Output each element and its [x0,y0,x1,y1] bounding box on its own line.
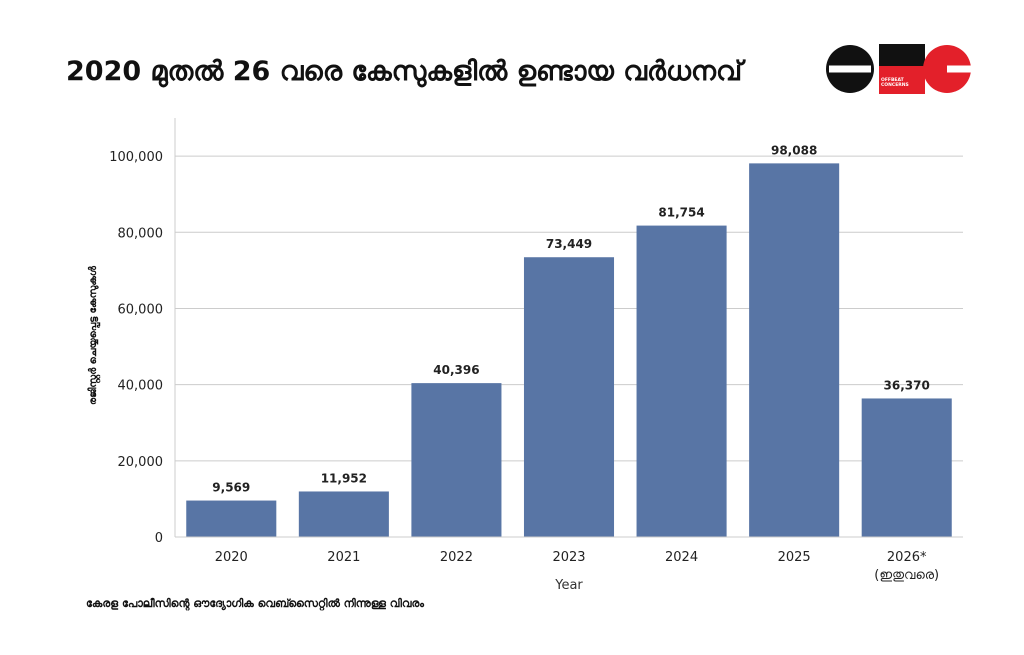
y-tick-label: 100,000 [109,150,163,165]
bar-2023 [523,257,615,537]
y-tick-label: 80,000 [118,226,164,241]
data-label: 36,370 [884,378,930,392]
x-tick-label: 2022 [440,550,473,565]
data-label: 81,754 [658,206,704,220]
bars [186,163,952,537]
source-note: കേരള പോലീസിന്റെ ഔദ്യോഗിക വെബ്സൈറ്റിൽ നിന… [86,597,424,610]
y-tick-label: 0 [155,531,163,546]
y-tick-label: 20,000 [118,455,164,470]
bar-2020 [186,500,277,537]
bar-2026 [861,398,952,537]
x-tick-labels: 2020 2021 2022 2023 2024 2025 2026* (ഇതുവരെ) [215,550,939,583]
y-axis-label: രജിസ്റ്റർ ചെയ്യപ്പെട്ട കേസുകൾ [86,265,101,405]
x-tick-label: 2026* [887,550,927,565]
data-label: 73,449 [546,237,592,251]
data-labels: 9,569 11,952 40,396 73,449 81,754 98,088 36,37… [212,143,930,494]
x-tick-label: 2025 [778,550,811,565]
x-axis-label: Year [554,578,583,593]
x-tick-label: 2020 [215,550,248,565]
data-label: 9,569 [212,481,250,495]
x-tick-label: 2021 [327,550,360,565]
obc-logo [826,44,972,94]
bar-2021 [298,491,389,537]
data-label: 98,088 [771,143,817,157]
y-tick-label: 60,000 [118,302,164,317]
data-label: 11,952 [321,471,367,485]
bar-2025 [749,163,840,537]
x-tick-label: 2024 [665,550,698,565]
x-tick-sublabel: (ഇതുവരെ) [874,568,939,583]
bar-2024 [636,225,727,537]
x-tick-label: 2023 [552,550,585,565]
chart-title: 2020 മുതൽ 26 വരെ കേസുകളിൽ ഉണ്ടായ വർധനവ് [66,56,743,87]
y-tick-label: 40,000 [118,379,164,394]
y-tick-labels: 0 20,000 40,000 60,000 80,000 100,000 [109,150,163,546]
logo-tagline: OFFBEAT CONCERNS [881,78,909,88]
bar-2022 [411,383,502,537]
data-label: 40,396 [433,363,479,377]
